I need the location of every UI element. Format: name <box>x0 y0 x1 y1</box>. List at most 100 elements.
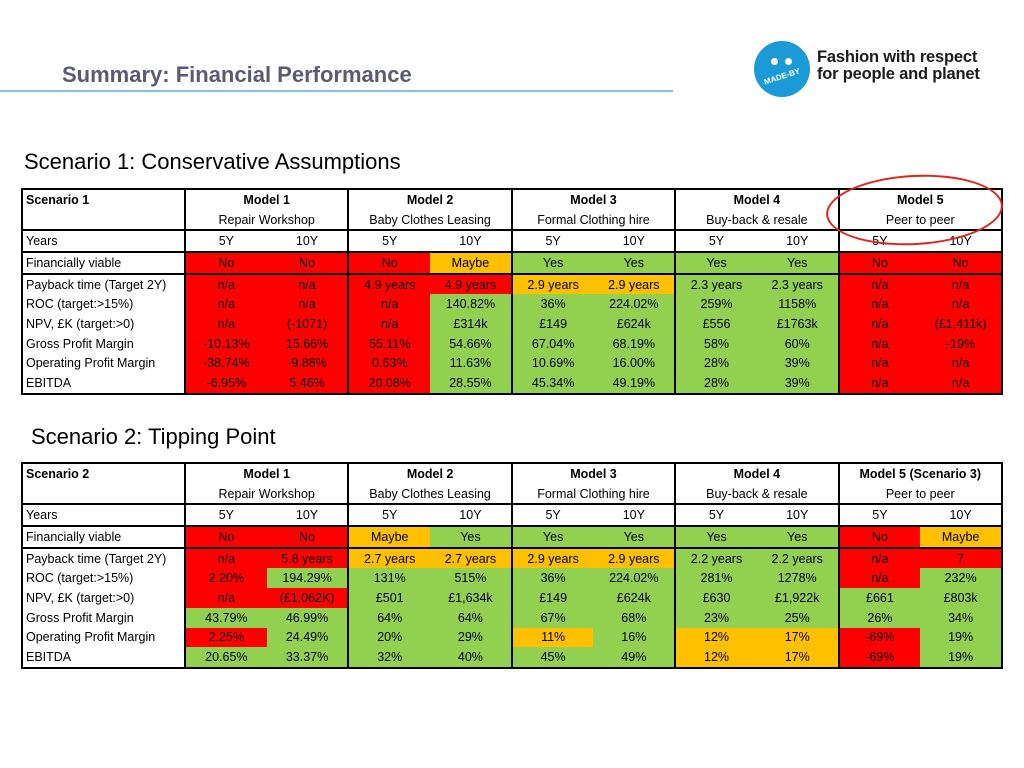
data-cell: 33.37% <box>266 647 350 669</box>
data-cell: No <box>838 252 921 275</box>
years-label: Years <box>21 230 186 254</box>
row-label: Financially viable <box>21 252 186 275</box>
model-subtitle: Repair Workshop <box>185 483 350 506</box>
year-header: 5Y <box>675 504 757 528</box>
data-cell: Yes <box>675 252 757 275</box>
data-cell: 23% <box>675 607 757 628</box>
year-header: 5Y <box>838 230 921 254</box>
row-label: ROC (target:>15%) <box>21 294 186 315</box>
data-cell: No <box>185 526 267 549</box>
table-row: EBITDA 20.65% 33.37% 32% 40% 45% 49% 12% 17% -69%… <box>21 647 1003 669</box>
data-cell: £314k <box>430 314 513 334</box>
data-cell: 12% <box>675 647 757 669</box>
data-cell: n/a <box>266 273 350 295</box>
year-header: 10Y <box>593 230 677 254</box>
data-cell: £1763k <box>756 314 840 334</box>
model-header: Model 2 <box>348 188 513 210</box>
year-header: 10Y <box>593 504 677 528</box>
year-header: 10Y <box>920 230 1003 254</box>
row-label: Operating Profit Margin <box>21 353 186 374</box>
data-cell: £624k <box>593 314 677 334</box>
model-subtitle: Formal Clothing hire <box>511 483 677 506</box>
model-subtitle: Peer to peer <box>838 209 1003 232</box>
data-cell: 68% <box>593 607 677 628</box>
data-cell: £624k <box>593 588 677 608</box>
row-label: ROC (target:>15%) <box>21 568 186 589</box>
row-label: Operating Profit Margin <box>21 627 186 648</box>
data-cell: n/a <box>838 547 921 569</box>
data-cell: n/a <box>920 353 1003 374</box>
table-row: Gross Profit Margin 43.79% 46.99% 64% 64% 67%… <box>21 607 1003 628</box>
data-cell: n/a <box>185 273 267 295</box>
data-cell: No <box>185 252 267 275</box>
year-header: 10Y <box>430 504 513 528</box>
data-cell: 7 <box>920 547 1003 569</box>
data-cell: 2.7 years <box>348 547 431 569</box>
blank-label <box>21 209 186 232</box>
data-cell: 16.00% <box>593 353 677 374</box>
data-cell: £1,922k <box>756 588 840 608</box>
data-cell: 17% <box>756 627 840 648</box>
data-cell: 140.82% <box>430 294 513 315</box>
years-label: Years <box>21 504 186 528</box>
data-cell: n/a <box>185 588 267 608</box>
data-cell: 19% <box>920 647 1003 669</box>
data-cell: 68.19% <box>593 333 677 354</box>
data-cell: Yes <box>756 526 840 549</box>
table-row: Gross Profit Margin -10.13% 15.66% 55.11% 54… <box>21 333 1003 354</box>
data-cell: -9.88% <box>266 353 350 374</box>
data-cell: £661 <box>838 588 921 608</box>
data-cell: 20.65% <box>185 647 267 669</box>
data-cell: Maybe <box>430 252 513 275</box>
data-cell: 1158% <box>756 294 840 315</box>
row-label: EBITDA <box>21 373 186 395</box>
data-cell: 32% <box>348 647 431 669</box>
data-cell: 194.29% <box>266 568 350 589</box>
year-header: 10Y <box>756 504 840 528</box>
model-header: Model 3 <box>511 188 677 210</box>
row-label: NPV, £K (target:>0) <box>21 588 186 608</box>
data-cell: n/a <box>838 314 921 334</box>
data-cell: 28% <box>675 353 757 374</box>
data-cell: Maybe <box>348 526 431 549</box>
scenario1-heading: Scenario 1: Conservative Assumptions <box>24 149 401 174</box>
data-cell: 28.55% <box>430 373 513 395</box>
data-cell: 5.46% <box>266 373 350 395</box>
data-cell: £149 <box>511 588 594 608</box>
data-cell: No <box>920 252 1003 275</box>
data-cell: 2.25% <box>185 627 267 648</box>
row-label: Gross Profit Margin <box>21 333 186 354</box>
data-cell: 45% <box>511 647 594 669</box>
model-subtitle: Baby Clothes Leasing <box>348 483 513 506</box>
data-cell: 54.66% <box>430 333 513 354</box>
data-cell: £630 <box>675 588 757 608</box>
data-cell: n/a <box>838 353 921 374</box>
row-label: Financially viable <box>21 526 186 549</box>
row-label: NPV, £K (target:>0) <box>21 314 186 334</box>
data-cell: 2.9 years <box>511 273 594 295</box>
logo-eye-icon <box>771 58 778 65</box>
data-cell: n/a <box>348 294 431 315</box>
model-subtitle: Buy-back & resale <box>675 483 840 506</box>
scenario2-heading: Scenario 2: Tipping Point <box>31 424 276 449</box>
row-label: Payback time (Target 2Y) <box>21 273 186 295</box>
data-cell: 4.9 years <box>348 273 431 295</box>
data-cell: 259% <box>675 294 757 315</box>
data-cell: 2.3 years <box>756 273 840 295</box>
year-header: 5Y <box>675 230 757 254</box>
row-label: EBITDA <box>21 647 186 669</box>
data-cell: n/a <box>838 373 921 395</box>
data-cell: n/a <box>920 273 1003 295</box>
page-title: Summary: Financial Performance <box>62 62 412 87</box>
data-cell: 58% <box>675 333 757 354</box>
corner-label: Scenario 1 <box>21 188 186 210</box>
year-header: 5Y <box>185 504 267 528</box>
data-cell: n/a <box>266 294 350 315</box>
year-header: 10Y <box>920 504 1003 528</box>
data-cell: £556 <box>675 314 757 334</box>
data-cell: 4.9 years <box>430 273 513 295</box>
data-cell: n/a <box>920 373 1003 395</box>
table-row: Payback time (Target 2Y) n/a n/a 4.9 years 4… <box>21 273 1003 295</box>
data-cell: (£1,411k) <box>920 314 1003 334</box>
data-cell: £501 <box>348 588 431 608</box>
